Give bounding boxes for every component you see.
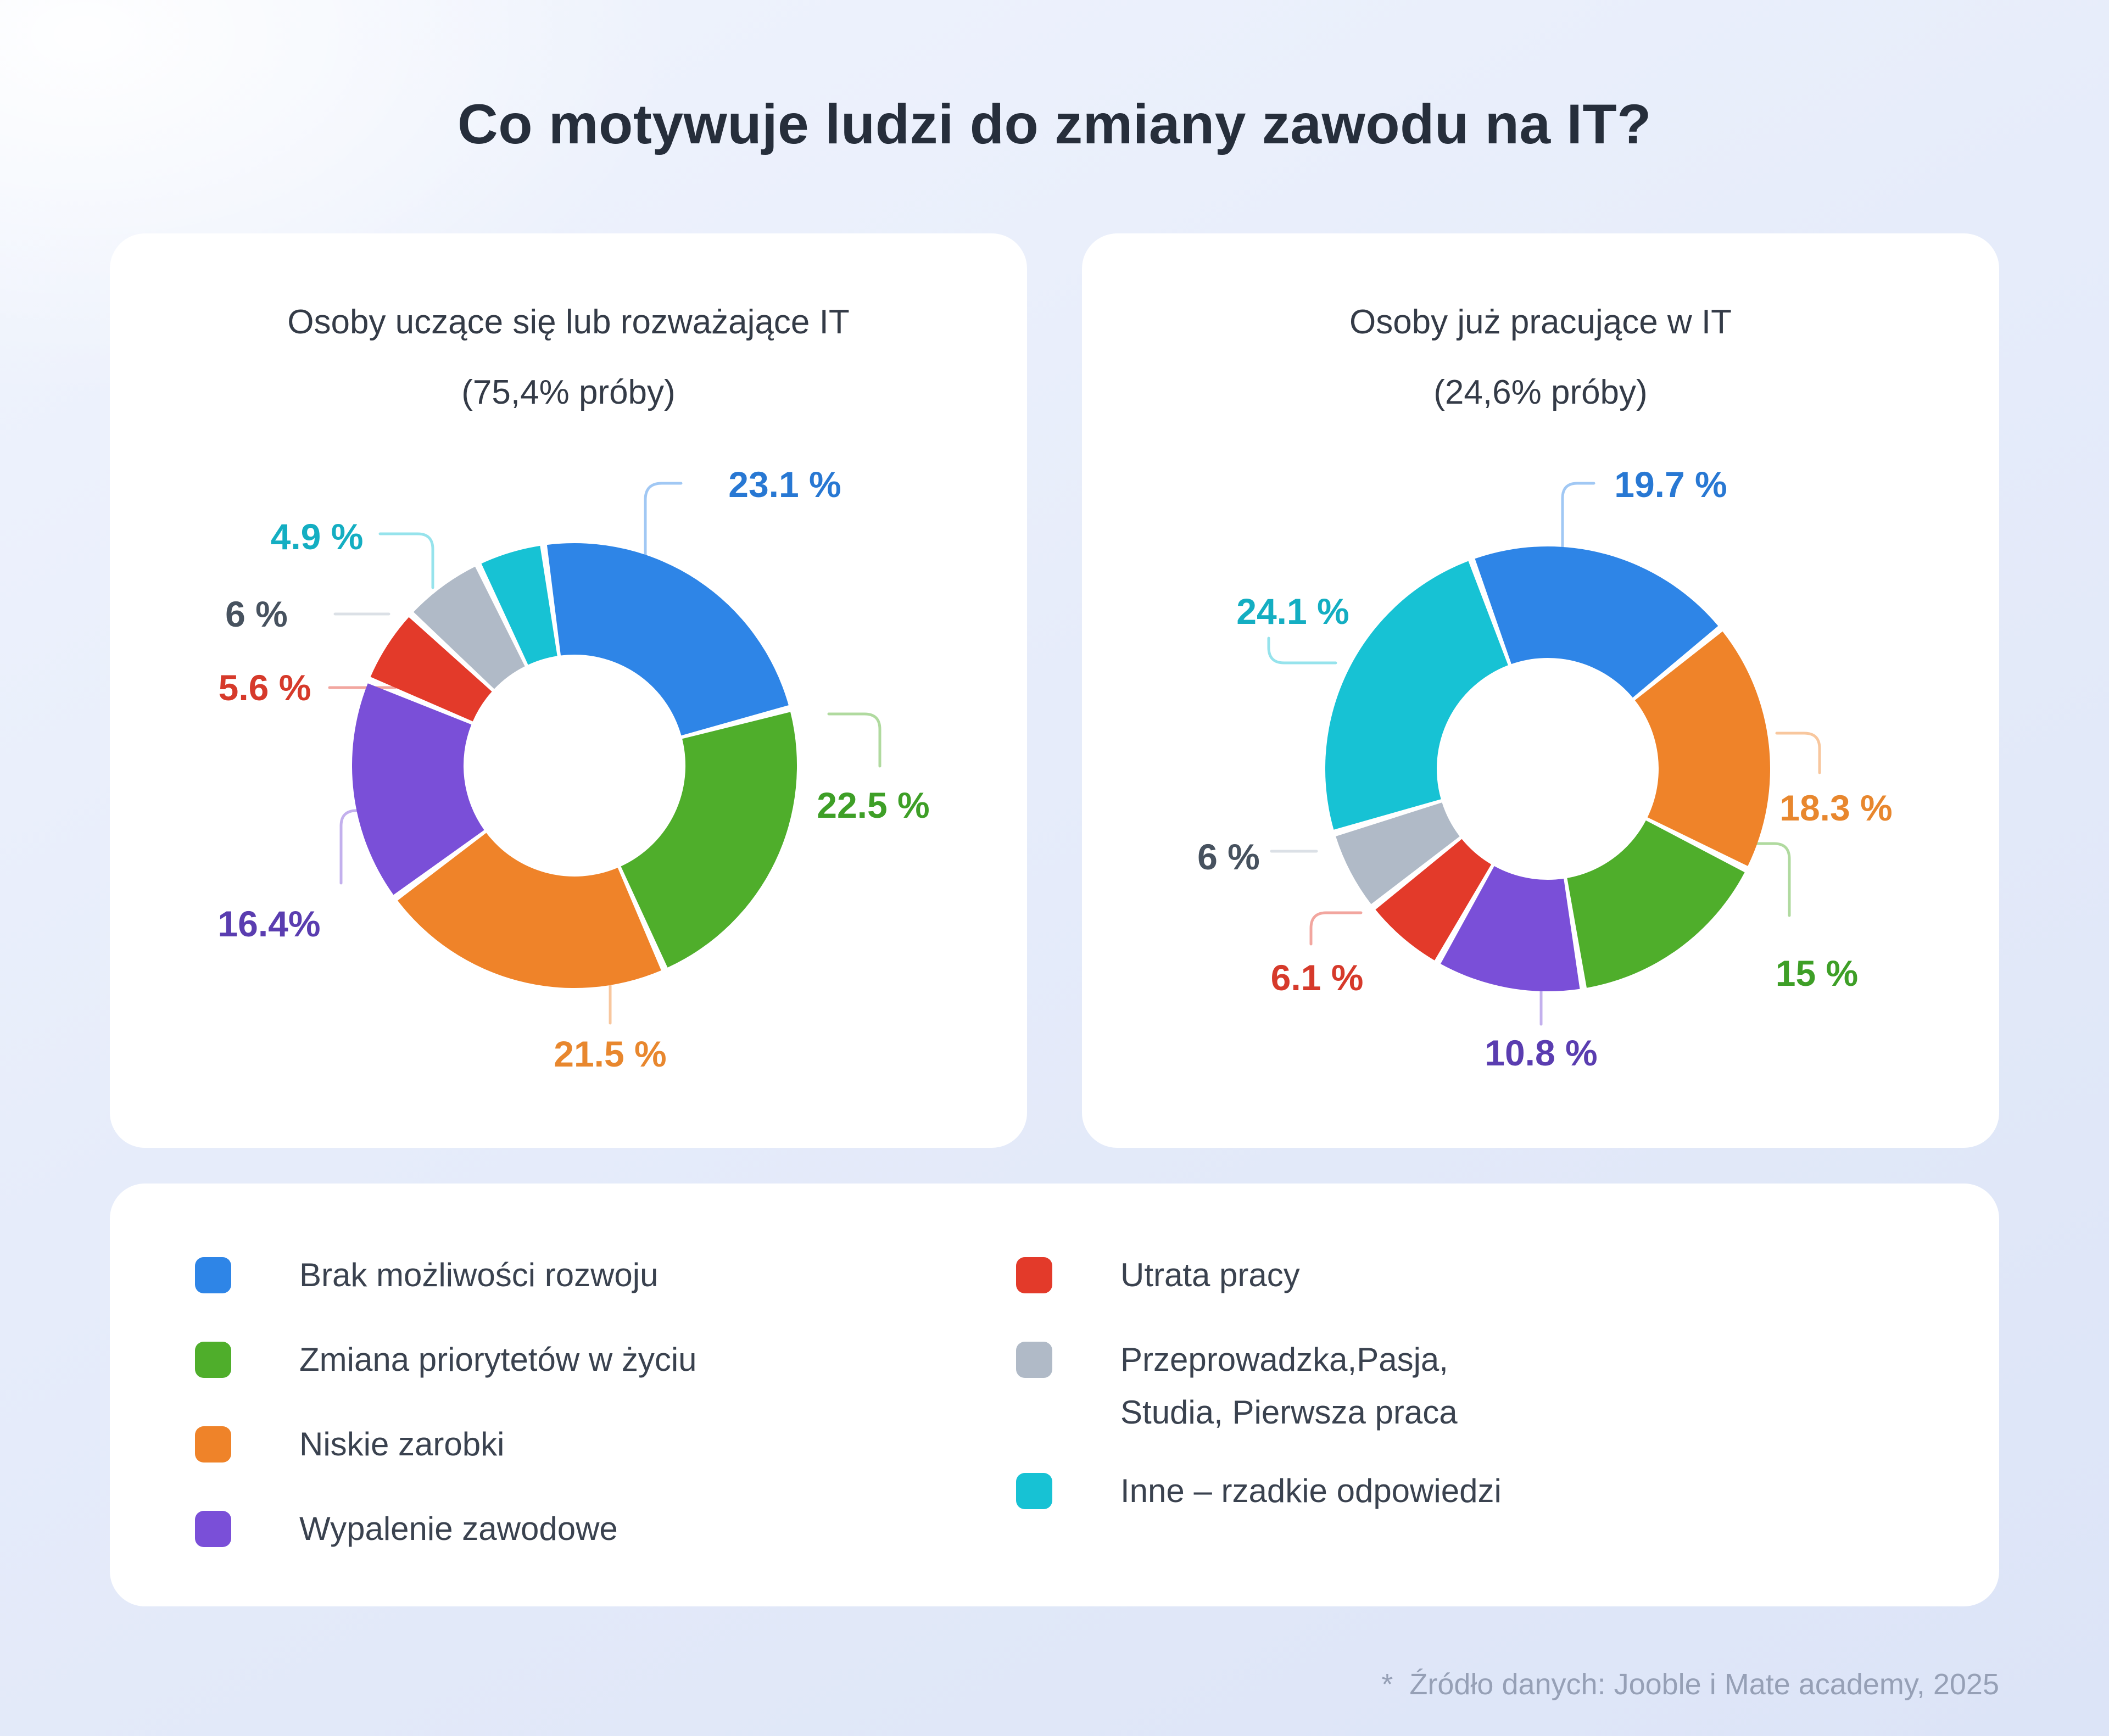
leader-line-inne [1267,637,1337,665]
donut-slice-utrata [370,617,492,722]
donut-slice-zarobki [1634,631,1770,866]
legend-item-zarobki: Niskie zarobki [195,1418,504,1471]
pct-label-rozwoj: 19.7 % [1614,464,1727,505]
legend-item-inne: Inne – rzadkie odpowiedzi [1016,1465,1502,1517]
donut-slice-utrata [1375,839,1492,961]
pct-label-przeprowadzka: 6 % [1197,836,1260,877]
leader-line-inne [378,532,434,589]
pct-label-rozwoj: 23.1 % [728,464,841,505]
donut-slice-zarobki [398,833,661,989]
donut-slice-priorytety [621,712,797,968]
leader-line-utrata [1309,911,1363,946]
chart-card-working: Osoby już pracujące w IT (24,6% próby) 1… [1082,233,1999,1148]
leader-line-priorytety [1732,842,1791,917]
chart-title-working: Osoby już pracujące w IT (24,6% próby) [1082,287,1999,427]
donut-slice-przeprowadzka [1336,802,1460,905]
donut-chart [328,482,881,1025]
donut-slice-wypalenie [352,683,484,895]
pct-label-zarobki: 18.3 % [1779,788,1893,828]
pct-label-utrata: 5.6 % [218,667,311,708]
legend-item-przeprowadzka: Przeprowadzka,Pasja, Studia, Pierwsza pr… [1016,1333,1458,1439]
chart-title-line2: (24,6% próby) [1433,373,1648,411]
legend-item-wypalenie: Wypalenie zawodowe [195,1503,618,1555]
donut-slice-inne [481,545,557,665]
legend-swatch-priorytety [195,1342,231,1378]
donut-slice-rozwoj [1475,546,1719,698]
legend-item-rozwoj: Brak możliwości rozwoju [195,1249,659,1302]
pct-label-inne: 4.9 % [270,516,364,557]
legend-label-utrata: Utrata pracy [1120,1257,1300,1293]
legend-swatch-zarobki [195,1426,231,1463]
legend-label-inne: Inne – rzadkie odpowiedzi [1120,1472,1502,1509]
pct-label-zarobki: 21.5 % [554,1034,667,1074]
leader-line-rozwoj [1561,482,1595,578]
legend-swatch-rozwoj [195,1257,231,1293]
donut-slice-inne [1325,561,1508,830]
legend-item-utrata: Utrata pracy [1016,1249,1300,1302]
legend-swatch-wypalenie [195,1511,231,1547]
donut-chart [1267,482,1821,1026]
pct-label-priorytety: 22.5 % [817,785,930,825]
leader-line-zarobki [1775,732,1821,774]
legend-swatch-utrata [1016,1257,1052,1293]
leader-line-rozwoj [644,482,683,567]
donut-slice-rozwoj [546,543,789,736]
pct-label-wypalenie: 10.8 % [1485,1032,1598,1073]
legend-swatch-przeprowadzka [1016,1342,1052,1378]
chart-title-learning: Osoby uczące się lub rozważające IT (75,… [110,287,1027,427]
legend-panel: Brak możliwości rozwoju Zmiana priorytetó… [110,1184,1999,1606]
pct-label-wypalenie: 16.4% [217,903,321,944]
pct-label-utrata: 6.1 % [1270,957,1364,998]
legend-label-zarobki: Niskie zarobki [299,1426,505,1463]
chart-title-line1: Osoby już pracujące w IT [1349,303,1732,341]
donut-slice-przeprowadzka [414,566,525,689]
donut-slice-priorytety [1567,820,1745,988]
leader-line-priorytety [827,712,881,768]
legend-swatch-inne [1016,1473,1052,1509]
leader-line-wypalenie [339,809,418,885]
legend-label-wypalenie: Wypalenie zawodowe [299,1510,618,1547]
pct-label-przeprowadzka: 6 % [225,594,288,634]
donut-slice-wypalenie [1441,866,1580,992]
chart-title-line2: (75,4% próby) [461,373,676,411]
legend-label-rozwoj: Brak możliwości rozwoju [299,1257,659,1293]
legend-label-przeprowadzka: Przeprowadzka,Pasja, Studia, Pierwsza pr… [1120,1341,1458,1431]
legend-item-priorytety: Zmiana priorytetów w życiu [195,1333,697,1386]
legend-label-priorytety: Zmiana priorytetów w życiu [299,1341,697,1378]
pct-label-inne: 24.1 % [1236,591,1349,632]
page-title: Co motywuje ludzi do zmiany zawodu na IT… [457,93,1652,155]
pct-label-priorytety: 15 % [1775,953,1859,993]
chart-title-line1: Osoby uczące się lub rozważające IT [287,303,850,341]
chart-card-learning: Osoby uczące się lub rozważające IT (75,… [110,233,1027,1148]
data-source-note: * Źródło danych: Jooble i Mate academy, … [1381,1668,1999,1701]
